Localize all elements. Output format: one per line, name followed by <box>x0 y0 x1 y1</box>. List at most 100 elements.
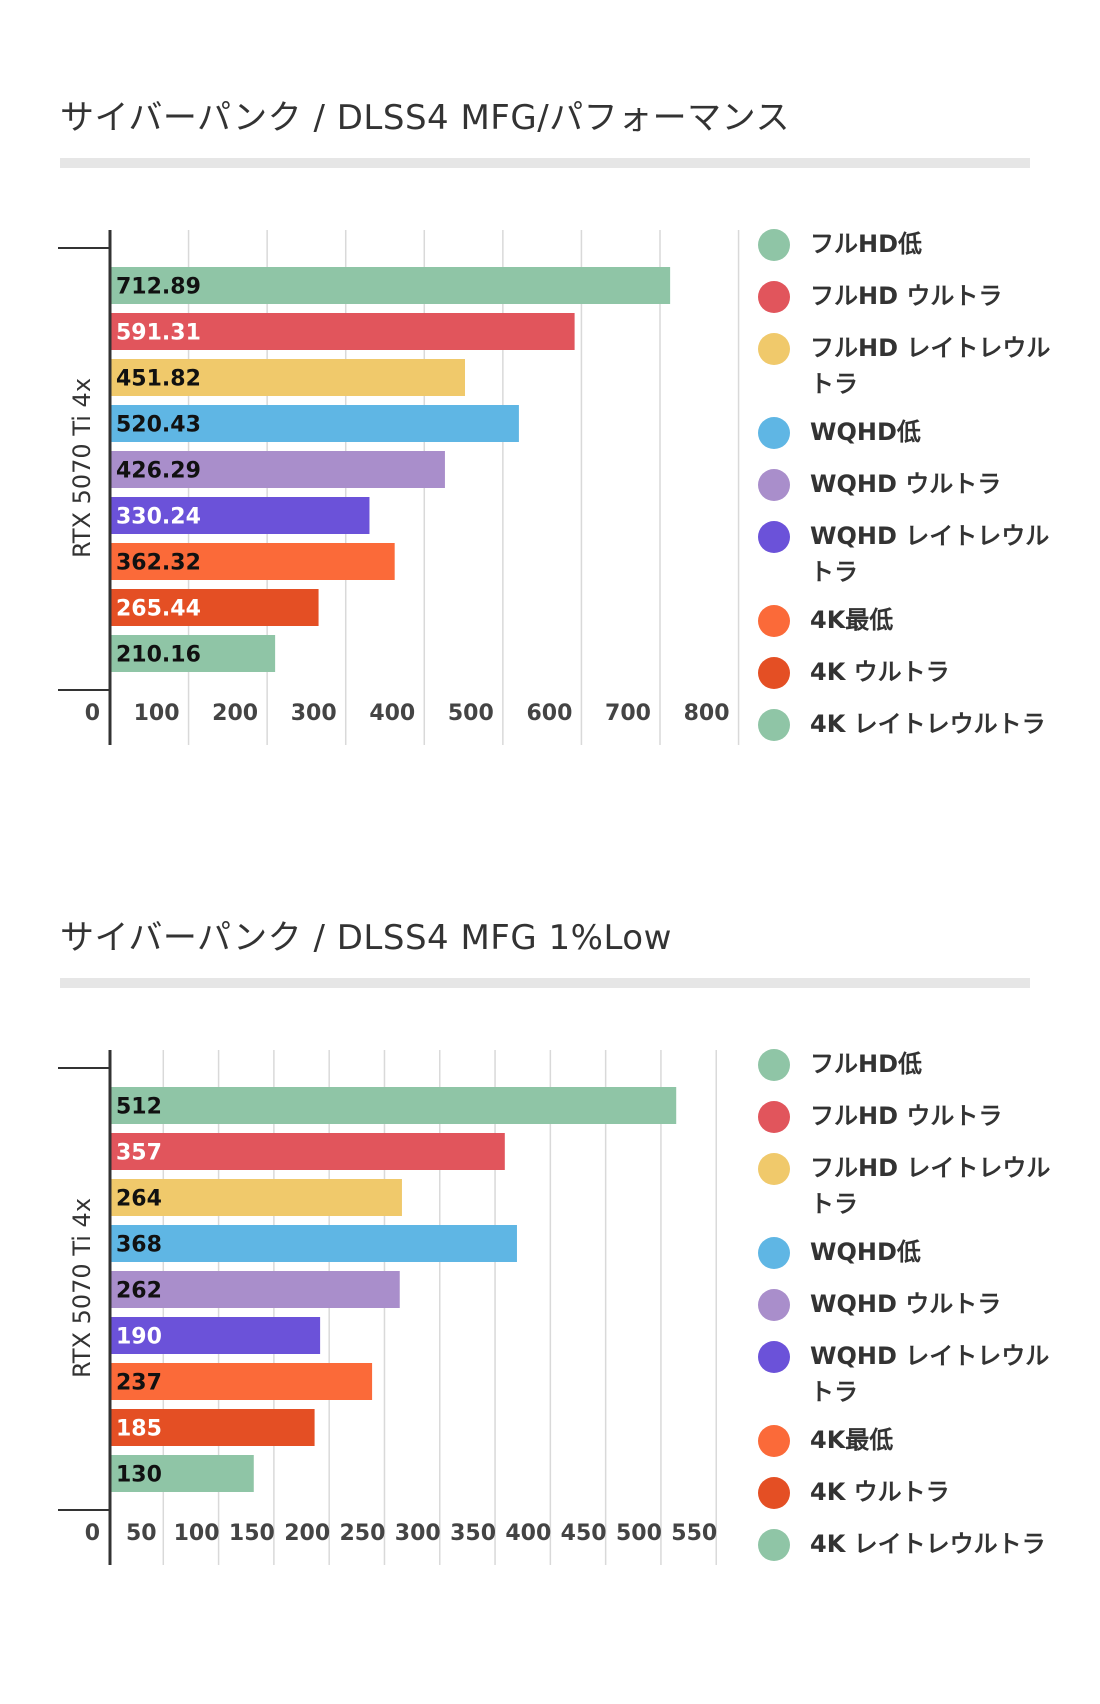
legend-label: WQHD低 <box>810 418 921 446</box>
chart-panel: サイバーパンク / DLSS4 MFG 1%Low 512 357 264 368 26… <box>0 820 1100 1704</box>
legend-label: フルHD ウルトラ <box>810 1102 1003 1130</box>
legend-swatch <box>758 281 790 313</box>
x-tick-label: 600 <box>526 701 572 726</box>
data-label: 451.82 <box>116 367 201 392</box>
bar <box>110 1133 505 1170</box>
legend-swatch <box>758 1425 790 1457</box>
legend-label: 4K レイトレウルトラ <box>810 710 1046 738</box>
x-tick-label: 500 <box>616 1521 662 1546</box>
data-label: 190 <box>116 1325 162 1350</box>
legend-label: フルHD レイトレウルトラ <box>810 1154 1051 1218</box>
data-label: 520.43 <box>116 413 201 438</box>
data-label: 368 <box>116 1233 162 1258</box>
bar <box>110 497 370 534</box>
bar <box>110 1271 400 1308</box>
legend-swatch <box>758 229 790 261</box>
legend-swatch <box>758 605 790 637</box>
x-tick-label: 50 <box>126 1521 157 1546</box>
x-tick-label: 250 <box>340 1521 386 1546</box>
legend-label: 4K ウルトラ <box>810 658 950 686</box>
category-label: RTX 5070 Ti 4x <box>68 378 96 558</box>
x-tick-label: 200 <box>284 1521 330 1546</box>
title-divider <box>60 158 1030 168</box>
x-tick-label: 200 <box>212 701 258 726</box>
x-tick-label: 300 <box>291 701 337 726</box>
x-tick-label: 400 <box>369 701 415 726</box>
chart-panel: サイバーパンク / DLSS4 MFG/パフォーマンス 712.89 591.31… <box>0 0 1100 820</box>
data-label: 265.44 <box>116 597 201 622</box>
legend-swatch <box>758 1341 790 1373</box>
data-label: 262 <box>116 1279 162 1304</box>
x-tick-label: 100 <box>174 1521 220 1546</box>
bar <box>110 1363 373 1400</box>
bar <box>110 543 395 580</box>
data-label: 264 <box>116 1187 162 1212</box>
data-label: 185 <box>116 1417 162 1442</box>
bar-chart-plot: 712.89 591.31 451.82 520.43 426.29 330.24 362.… <box>58 230 740 745</box>
data-label: 591.31 <box>116 321 201 346</box>
data-label: 237 <box>116 1371 162 1396</box>
x-tick-label: 700 <box>605 701 651 726</box>
x-tick-label: 550 <box>671 1521 717 1546</box>
legend-swatch <box>758 1289 790 1321</box>
legend-swatch <box>758 417 790 449</box>
legend-label: WQHD レイトレウルトラ <box>810 522 1050 586</box>
bar <box>110 1225 517 1262</box>
data-label: 210.16 <box>116 643 201 668</box>
legend-swatch <box>758 657 790 689</box>
chart-title: サイバーパンク / DLSS4 MFG/パフォーマンス <box>60 98 790 138</box>
bar <box>110 313 575 350</box>
data-label: 512 <box>116 1095 162 1120</box>
legend-label: WQHD レイトレウルトラ <box>810 1342 1050 1406</box>
bar <box>110 451 445 488</box>
x-tick-label: 450 <box>561 1521 607 1546</box>
legend-swatch <box>758 1049 790 1081</box>
legend-swatch <box>758 1153 790 1185</box>
legend-swatch <box>758 521 790 553</box>
data-label: 712.89 <box>116 275 201 300</box>
bar-chart-plot: 512 357 264 368 262 190 237 185 130 RTX 5070 Ti 4… <box>58 1050 717 1565</box>
bar <box>110 635 276 672</box>
legend-swatch <box>758 1101 790 1133</box>
bar <box>110 1087 677 1124</box>
bar <box>110 589 319 626</box>
x-tick-label: 0 <box>85 701 100 726</box>
legend-label: 4K最低 <box>810 1426 894 1454</box>
chart-title: サイバーパンク / DLSS4 MFG 1%Low <box>60 918 672 958</box>
data-label: 362.32 <box>116 551 201 576</box>
legend-swatch <box>758 1529 790 1561</box>
legend-label: WQHD ウルトラ <box>810 1290 1002 1318</box>
legend-label: 4K レイトレウルトラ <box>810 1530 1046 1558</box>
bar <box>110 1179 402 1216</box>
x-tick-label: 150 <box>229 1521 275 1546</box>
bar <box>110 1317 321 1354</box>
data-label: 357 <box>116 1141 162 1166</box>
data-label: 426.29 <box>116 459 201 484</box>
legend-label: 4K ウルトラ <box>810 1478 950 1506</box>
category-label: RTX 5070 Ti 4x <box>68 1198 96 1378</box>
x-tick-label: 400 <box>505 1521 551 1546</box>
legend-label: フルHD低 <box>810 1050 923 1078</box>
bar <box>110 267 671 304</box>
legend-label: フルHD ウルトラ <box>810 282 1003 310</box>
legend-swatch <box>758 1237 790 1269</box>
x-tick-label: 350 <box>450 1521 496 1546</box>
x-tick-label: 300 <box>395 1521 441 1546</box>
legend-label: WQHD低 <box>810 1238 921 1266</box>
bar <box>110 405 519 442</box>
bar <box>110 359 466 396</box>
x-tick-label: 800 <box>684 701 730 726</box>
x-tick-label: 500 <box>448 701 494 726</box>
legend-swatch <box>758 709 790 741</box>
x-tick-label: 100 <box>134 701 180 726</box>
bar <box>110 1455 254 1492</box>
legend-swatch <box>758 1477 790 1509</box>
x-tick-label: 0 <box>85 1521 100 1546</box>
data-label: 130 <box>116 1463 162 1488</box>
bar <box>110 1409 315 1446</box>
legend-label: WQHD ウルトラ <box>810 470 1002 498</box>
data-label: 330.24 <box>116 505 201 530</box>
legend-swatch <box>758 469 790 501</box>
legend-label: フルHD レイトレウルトラ <box>810 334 1051 398</box>
legend-label: 4K最低 <box>810 606 894 634</box>
